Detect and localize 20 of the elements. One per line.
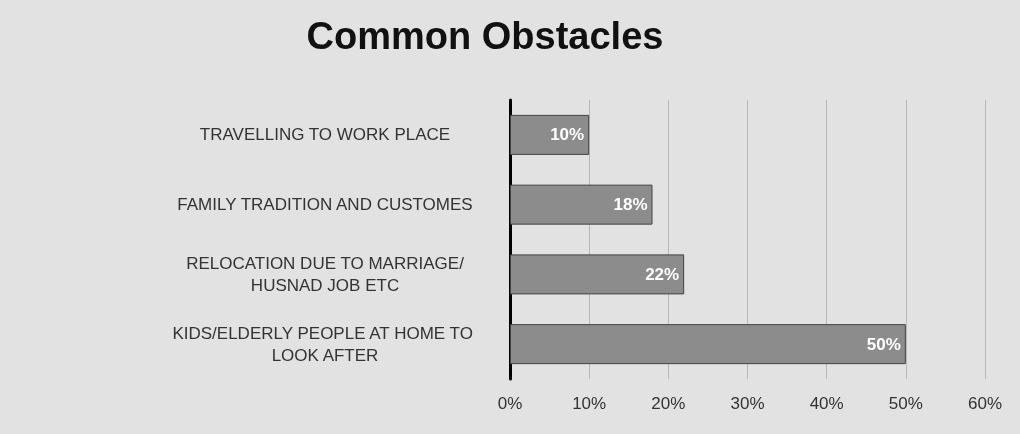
- chart-title: Common Obstacles: [306, 15, 664, 57]
- x-tick-label: 50%: [888, 394, 923, 413]
- data-label: 18%: [613, 195, 648, 215]
- y-tick-label: FAMILY TRADITION AND CUSTOMES: [177, 195, 473, 215]
- bar: [510, 114, 590, 155]
- y-tick-label: RELOCATION DUE TO MARRIAGE/HUSNAD JOB ETC: [186, 253, 465, 295]
- x-tick-label: 10%: [572, 394, 607, 413]
- y-tick-label: TRAVELLING TO WORK PLACE: [199, 125, 451, 145]
- x-tick-label: 0%: [497, 394, 523, 413]
- x-tick-label: 40%: [809, 394, 844, 413]
- x-tick-label: 30%: [730, 394, 765, 413]
- bar: [510, 254, 685, 295]
- y-tick-label: KIDS/ELDERLY PEOPLE AT HOME TO LOOK AFTER: [172, 323, 478, 365]
- bar: [510, 324, 906, 365]
- x-tick-label: 20%: [651, 394, 686, 413]
- x-tick-label: 60%: [967, 394, 1003, 413]
- data-label: 10%: [550, 125, 585, 145]
- data-label: 22%: [645, 264, 680, 284]
- data-label: 50%: [866, 334, 901, 354]
- bar: [510, 184, 653, 225]
